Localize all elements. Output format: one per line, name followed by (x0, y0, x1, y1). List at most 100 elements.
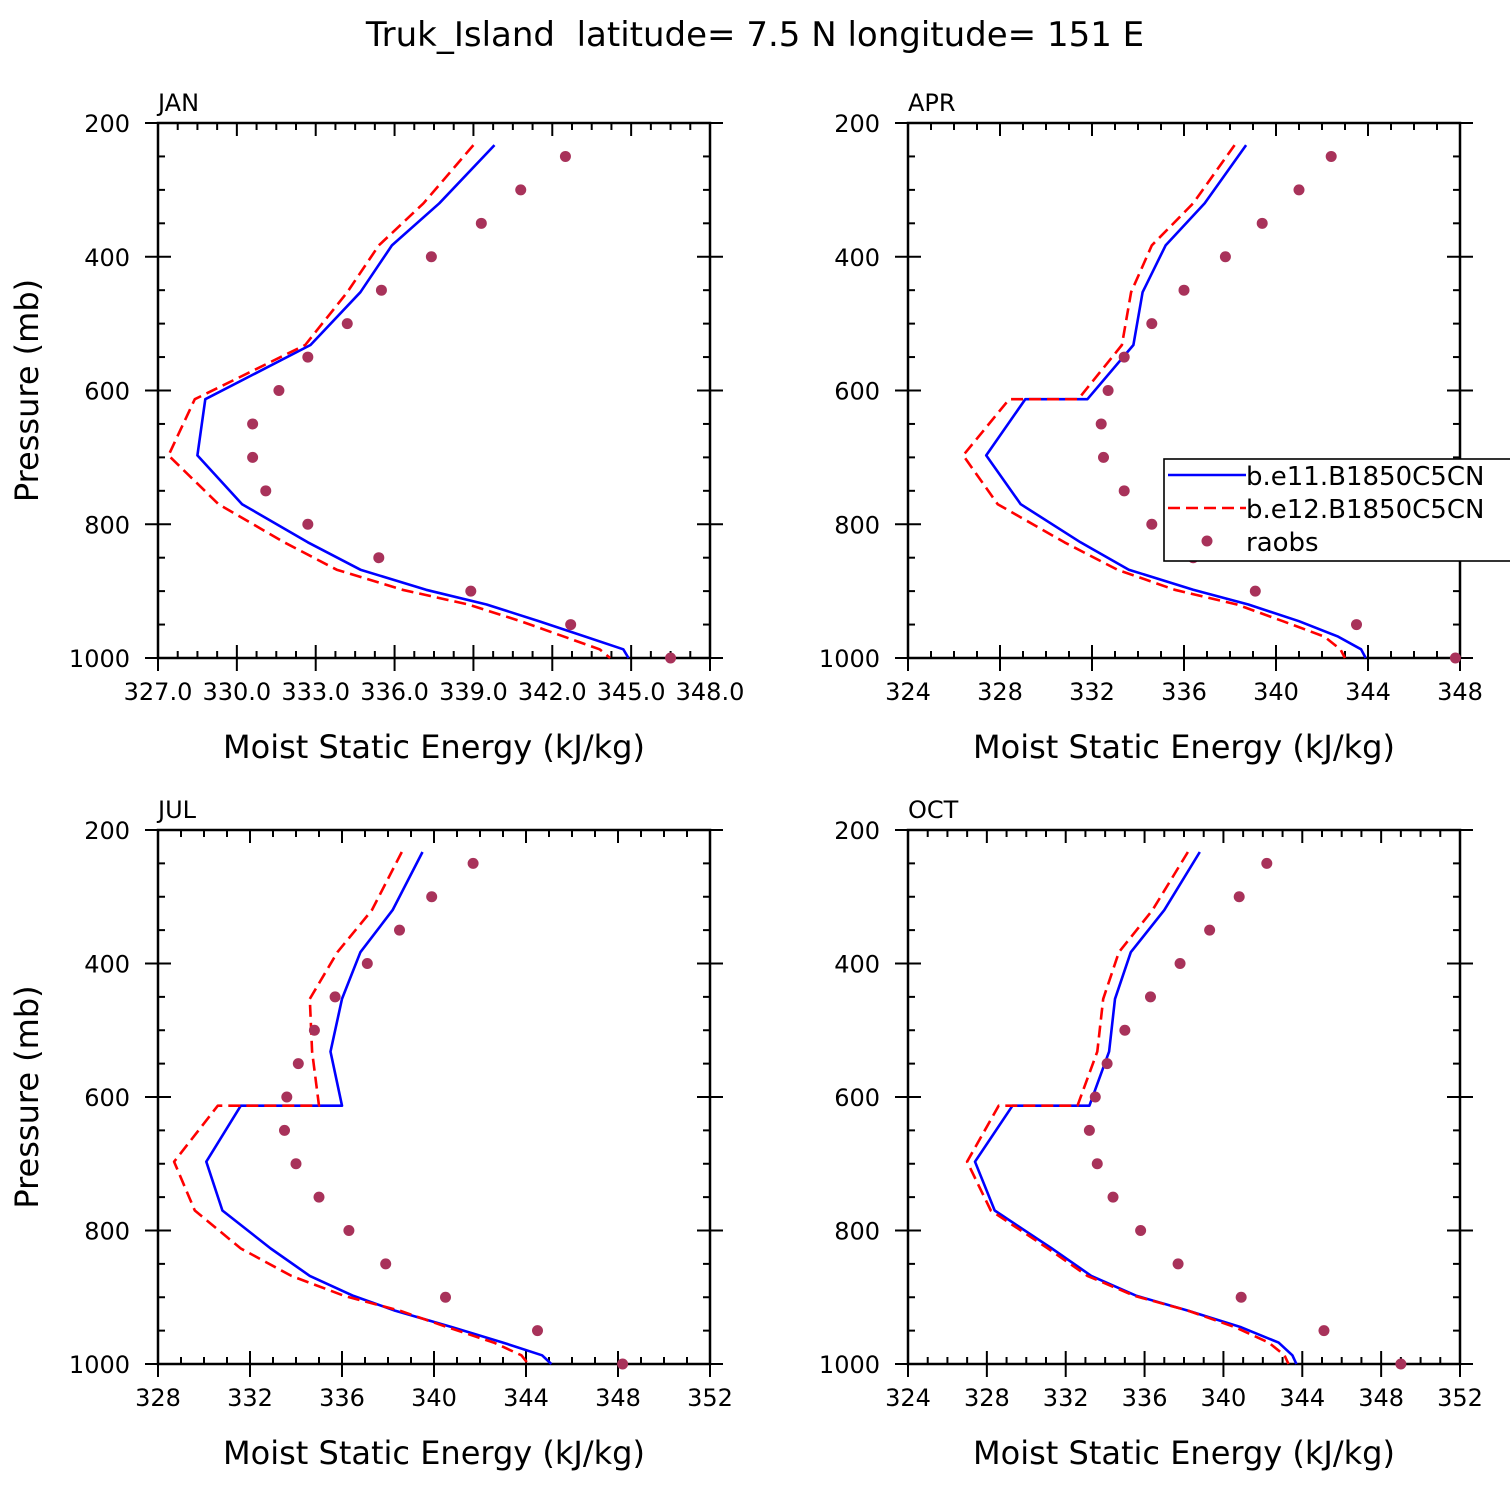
y-tick-label: 800 (834, 1218, 880, 1246)
raobs-marker (1219, 251, 1231, 263)
raobs-marker (313, 1191, 325, 1203)
panel-label: JUL (156, 796, 197, 824)
y-tick-label: 800 (834, 511, 880, 539)
raobs-marker (1101, 1058, 1113, 1070)
raobs-marker (1174, 958, 1186, 969)
plot-frame (156, 828, 712, 1366)
x-tick-label: 332 (227, 1384, 273, 1412)
y-tick-label: 600 (834, 378, 880, 406)
x-tick-label: 332 (1069, 678, 1115, 706)
raobs-marker (281, 1091, 293, 1103)
raobs-marker (279, 1124, 290, 1136)
raobs-marker (426, 891, 438, 903)
x-tick-label: 327.0 (124, 678, 193, 706)
raobs-marker (343, 1225, 355, 1236)
panel-apr: APR 324 328 332 336 340 344 348 200 400 600 800 1000… (819, 89, 1483, 766)
y-tick-label: 200 (834, 817, 880, 845)
x-tick-label: 340 (1253, 678, 1299, 706)
raobs-marker (1107, 1191, 1119, 1203)
raobs-marker (1293, 184, 1305, 196)
raobs-marker (373, 552, 385, 564)
series-e12-line (961, 144, 1347, 659)
figure-title: Truk_Island latitude= 7.5 N longitude= 1… (365, 15, 1144, 55)
y-tick-label: 800 (84, 511, 130, 539)
series-e12-line (167, 144, 611, 660)
y-tick-label: 400 (834, 951, 880, 979)
x-tick-label: 328 (964, 1384, 1010, 1412)
raobs-marker (1089, 1091, 1101, 1103)
y-tick-label: 200 (84, 110, 130, 138)
series-e11-line (973, 851, 1298, 1365)
y-tick-label: 200 (84, 817, 130, 845)
raobs-marker (292, 1058, 304, 1070)
raobs-marker (1178, 284, 1190, 296)
plot-frame (156, 121, 712, 660)
raobs-marker (1351, 619, 1362, 631)
x-tick-label: 344 (503, 1384, 549, 1412)
y-tick-label: 400 (84, 951, 130, 979)
raobs-marker (1091, 1158, 1103, 1170)
raobs-marker (532, 1325, 543, 1337)
raobs-marker (247, 418, 259, 430)
raobs-marker (290, 1158, 302, 1170)
y-tick-label: 1000 (819, 645, 880, 673)
series-e11-line (205, 851, 553, 1365)
raobs-marker (1172, 1258, 1184, 1270)
panel-label: OCT (908, 796, 959, 824)
raobs-marker (1119, 1024, 1131, 1036)
panel-jan: JAN 327.0 330.0 333.0 336.0 339.0 342.0 345.0 34… (8, 89, 744, 766)
x-tick-label: 339.0 (439, 678, 508, 706)
raobs-marker (329, 991, 341, 1003)
raobs-marker (425, 251, 437, 263)
series-e11-line (984, 144, 1367, 659)
x-tick-label: 333.0 (281, 678, 350, 706)
raobs-marker (1135, 1225, 1147, 1236)
raobs-marker (565, 619, 577, 631)
raobs-marker (394, 924, 405, 936)
raobs-marker (260, 485, 272, 497)
raobs-marker (341, 318, 353, 330)
raobs-marker (1325, 150, 1337, 162)
raobs-marker (1118, 351, 1130, 363)
x-tick-label: 324 (885, 678, 931, 706)
y-tick-label: 1000 (819, 1351, 880, 1379)
x-tick-label: 336 (1161, 678, 1207, 706)
x-tick-label: 340 (1201, 1384, 1247, 1412)
raobs-marker (1098, 451, 1109, 463)
raobs-marker (1118, 485, 1130, 497)
y-tick-label: 600 (84, 378, 130, 406)
raobs-marker (308, 1024, 320, 1036)
panel-label: JAN (156, 89, 199, 117)
raobs-marker (302, 351, 314, 363)
x-tick-label: 332 (1043, 1384, 1089, 1412)
raobs-marker (380, 1258, 392, 1270)
raobs-marker (465, 585, 477, 597)
y-tick-label: 1000 (69, 1351, 130, 1379)
x-tick-label: 352 (687, 1384, 733, 1412)
plot-frame (906, 121, 1462, 660)
y-axis-title: Pressure (mb) (8, 279, 46, 502)
raobs-marker (247, 451, 259, 463)
legend-label: b.e11.B1850C5CN (1246, 462, 1484, 492)
raobs-marker (467, 857, 479, 869)
y-tick-label: 600 (84, 1084, 130, 1112)
raobs-marker (665, 652, 677, 664)
x-tick-label: 348 (1437, 678, 1483, 706)
y-axis-title: Pressure (mb) (8, 985, 46, 1208)
raobs-marker (1249, 585, 1261, 597)
legend-label: b.e12.B1850C5CN (1246, 495, 1484, 525)
y-tick-label: 400 (84, 244, 130, 272)
raobs-marker (1146, 518, 1158, 530)
raobs-marker (1144, 991, 1156, 1003)
raobs-marker (559, 150, 571, 162)
x-tick-label: 348 (595, 1384, 641, 1412)
raobs-marker (1146, 318, 1158, 330)
x-tick-label: 348.0 (676, 678, 745, 706)
y-tick-label: 600 (834, 1084, 880, 1112)
legend-label: raobs (1246, 528, 1319, 558)
x-tick-label: 344 (1345, 678, 1391, 706)
raobs-marker (440, 1291, 451, 1303)
x-tick-label: 345.0 (597, 678, 666, 706)
x-tick-label: 340 (411, 1384, 457, 1412)
